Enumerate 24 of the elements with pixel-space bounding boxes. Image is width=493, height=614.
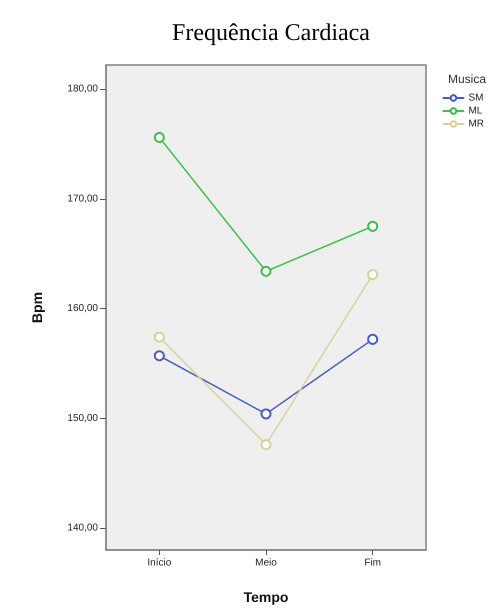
point bbox=[260, 408, 272, 420]
chart-title: Frequência Cardiaca bbox=[172, 20, 370, 46]
y-tick-label: 180,00 bbox=[67, 84, 98, 95]
point bbox=[154, 132, 165, 143]
x-axis-title: Tempo bbox=[244, 589, 288, 605]
point bbox=[367, 269, 378, 280]
legend-title: Musica bbox=[448, 72, 486, 86]
point bbox=[260, 439, 272, 450]
point bbox=[367, 220, 378, 232]
y-tick-label: 150,00 bbox=[67, 412, 98, 424]
point bbox=[260, 266, 272, 277]
y-tick-label: 160,00 bbox=[67, 303, 98, 314]
y-tick-label: 170,00 bbox=[67, 193, 98, 204]
point bbox=[154, 332, 165, 343]
x-tick-label: Fim bbox=[364, 558, 382, 568]
point bbox=[154, 350, 165, 362]
y-axis-title: Bpm bbox=[29, 292, 45, 324]
legend-label: MR bbox=[468, 118, 484, 130]
legend-label: ML bbox=[468, 106, 483, 116]
x-tick-label: Meio bbox=[255, 558, 278, 568]
y-tick-label: 140,00 bbox=[67, 522, 98, 534]
legend-label: SM bbox=[468, 92, 484, 104]
x-tick-label: Início bbox=[147, 558, 172, 568]
point bbox=[367, 334, 378, 345]
